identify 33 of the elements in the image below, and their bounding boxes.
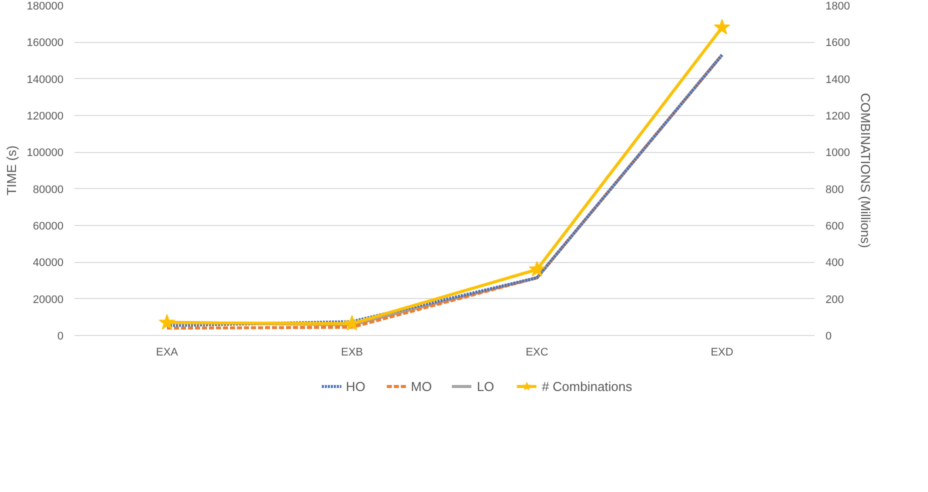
y2-tick-label: 1600 [826,37,850,50]
legend-label: # Combinations [542,378,632,394]
point [528,261,546,276]
y-tick-label: 100000 [26,147,64,160]
point [714,19,730,34]
y2-tick-label: 1000 [826,147,850,160]
y-tick-label: 160000 [26,37,64,50]
y2-tick-label: 0 [826,330,832,342]
legend-label: HO [346,378,366,394]
y-axis-title: TIME (s) [4,146,19,196]
y-tick-label: 60000 [32,220,64,232]
x-tick-label: EXA [156,346,179,358]
y2-tick-label: 1400 [826,74,850,86]
y2-axis-title: COMBINATIONS (Millions) [858,92,873,248]
legend-label: LO [476,378,496,394]
x-tick-label: EXD [710,346,734,358]
y-tick-label: 120000 [26,110,64,122]
point [158,314,176,330]
x-tick-label: EXC [526,346,548,358]
y-tick-label: 180000 [26,0,64,12]
y2-tick-label: 600 [826,220,844,232]
x-tick-label: EXB [340,346,364,358]
y-tick-label: 140000 [26,74,64,86]
y2-tick-label: 1200 [826,110,850,122]
y2-tick-label: 1800 [826,0,850,12]
y-tick-label: 40000 [32,257,64,270]
y-tick-label: 0 [57,330,64,342]
y-tick-label: 80000 [32,184,64,196]
y-tick-label: 20000 [32,294,64,306]
y2-tick-label: 800 [826,184,844,196]
y2-tick-label: 200 [826,294,844,306]
y2-tick-label: 400 [826,257,844,270]
legend-label: MO [410,378,432,394]
